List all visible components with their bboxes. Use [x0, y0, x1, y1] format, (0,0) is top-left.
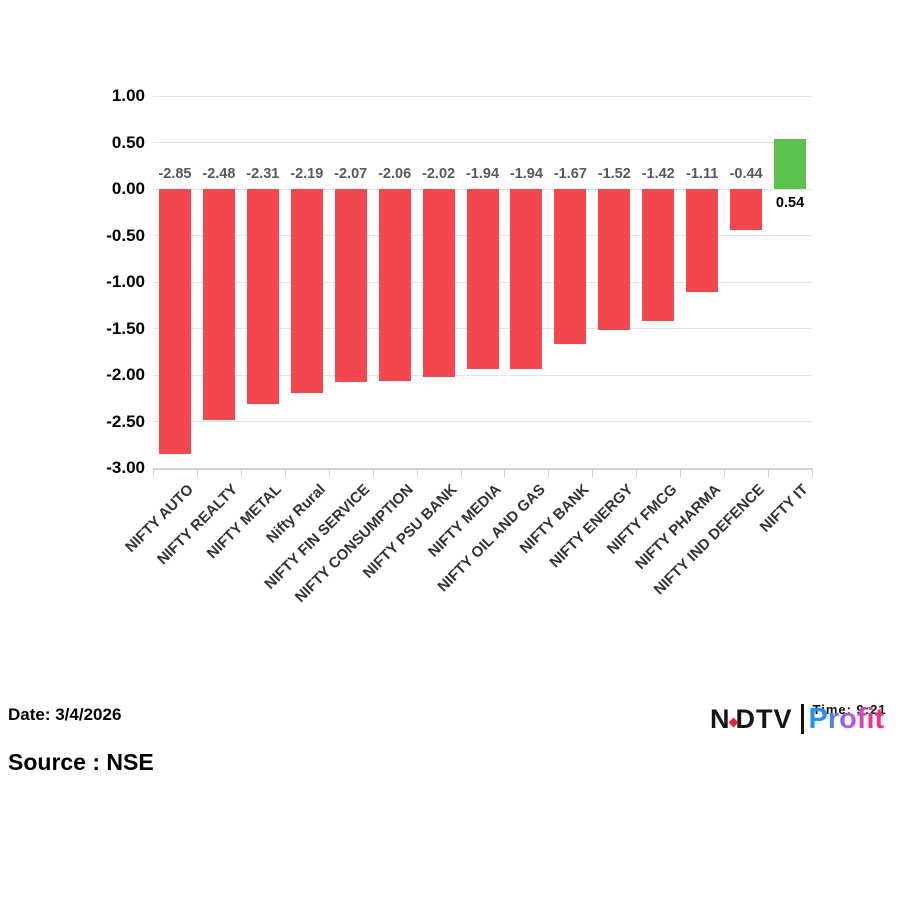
bar-value-label: -1.11 [686, 166, 719, 182]
bar [642, 189, 675, 322]
ndtv-letter-n: N [710, 703, 731, 734]
bar-value-label: -0.44 [729, 166, 763, 182]
x-category-label: NIFTY IT [757, 481, 813, 536]
bar [598, 189, 631, 331]
y-tick-label: 0.00 [111, 179, 145, 198]
bar [290, 189, 323, 393]
bar [422, 189, 455, 377]
bar [510, 189, 543, 370]
x-axis-tick [284, 468, 286, 477]
timestamp-overlay: Time: 9:21 [813, 702, 887, 717]
grid-line [153, 421, 812, 422]
y-tick-label: -3.00 [106, 458, 145, 477]
bar-value-label: -1.67 [553, 166, 587, 182]
bar-value-label: -2.19 [290, 166, 324, 182]
y-tick-label: 0.50 [111, 132, 145, 152]
grid-line [153, 374, 812, 376]
x-axis-tick [460, 468, 462, 477]
x-axis-tick [680, 468, 682, 477]
x-axis-tick [592, 468, 594, 477]
bar [554, 189, 587, 345]
source-label: Source : NSE [8, 749, 154, 775]
x-axis-tick [636, 468, 638, 477]
y-tick-label: -2.50 [106, 411, 145, 431]
x-axis-tick [328, 468, 330, 477]
bar-value-label: -2.06 [378, 166, 412, 182]
bar [466, 189, 499, 370]
bar-value-label: -2.85 [158, 166, 192, 182]
bar-value-label: 0.54 [775, 195, 805, 211]
bar [378, 189, 411, 381]
bar [246, 189, 279, 404]
x-axis-tick [153, 468, 154, 477]
bar-value-label: -2.07 [334, 166, 368, 182]
x-axis-tick [196, 468, 198, 477]
date-label: Date: 3/4/2026 [8, 705, 122, 724]
x-axis-tick [416, 468, 418, 477]
y-tick-label: -1.50 [106, 318, 145, 338]
bar [334, 189, 367, 382]
grid-line [153, 142, 812, 143]
x-axis-tick [724, 468, 726, 477]
grid-line [153, 95, 812, 97]
y-tick-label: -2.00 [106, 365, 145, 384]
logo-divider [800, 704, 804, 734]
y-tick-label: 1.00 [111, 86, 145, 105]
x-axis-line [153, 468, 812, 470]
bar [686, 189, 719, 293]
x-axis-tick [548, 468, 550, 477]
bar-value-label: -1.52 [597, 166, 631, 182]
y-tick-label: -1.00 [106, 272, 145, 291]
profit-wordmark: Profit [808, 702, 885, 735]
bar [730, 189, 763, 230]
bar-value-label: -2.02 [422, 166, 456, 182]
bar-value-label: -2.31 [246, 166, 280, 182]
x-axis-tick [812, 468, 813, 477]
ndtv-wordmark: N DTV [710, 704, 793, 735]
ndtv-letters-dtv: DTV [735, 703, 793, 734]
bar-value-label: -2.48 [202, 166, 236, 182]
profit-wordmark-wrap: Time: 9:21 Profit [808, 702, 887, 736]
bar [158, 189, 191, 455]
x-axis-tick [768, 468, 770, 477]
bar [202, 189, 235, 420]
y-tick-label: -0.50 [106, 225, 145, 245]
sector-performance-bar-chart: 1.00 0.50 0.00 -0.50 -1.00 -1.50 -2.00 -2.50 -3.… [106, 86, 813, 606]
x-axis-tick [504, 468, 506, 477]
bar-value-label: -1.94 [509, 166, 543, 182]
bar-value-label: -1.42 [641, 166, 675, 182]
x-axis-tick [240, 468, 242, 477]
bar [774, 138, 807, 189]
bar-value-label: -1.94 [465, 166, 500, 182]
x-axis-tick [372, 468, 374, 477]
